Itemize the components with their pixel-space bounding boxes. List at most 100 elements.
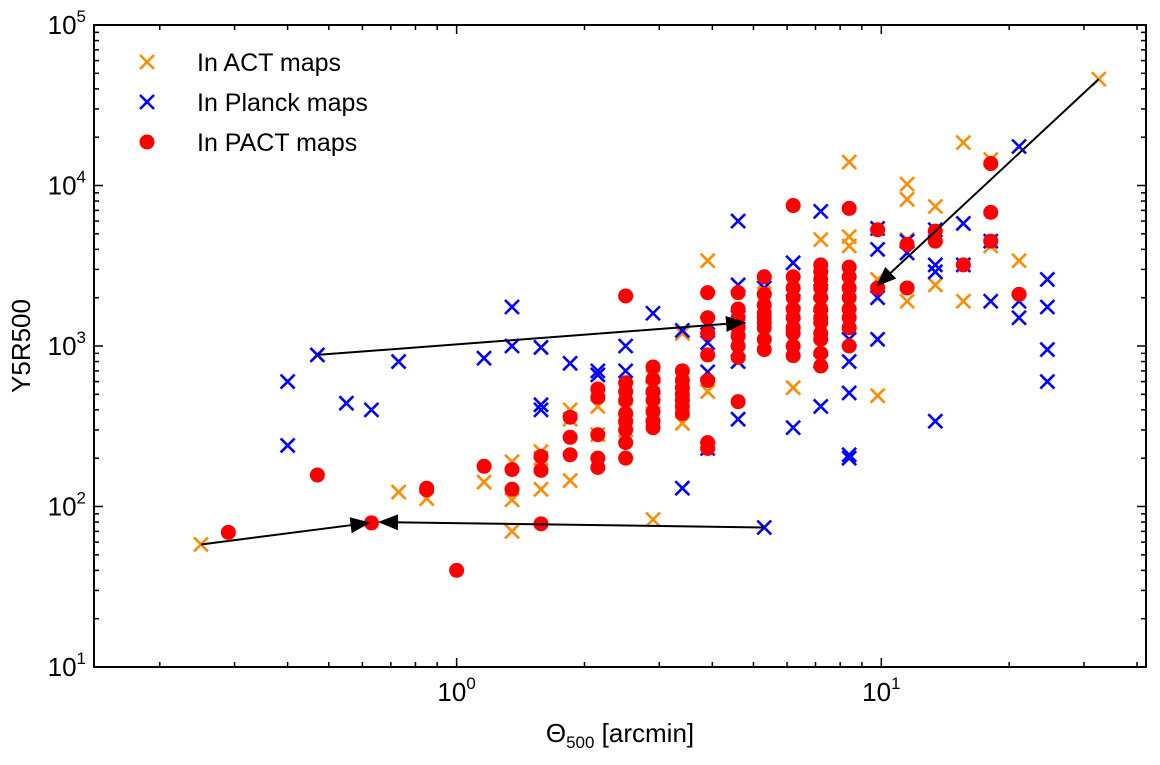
data-point-circle [700, 372, 716, 388]
data-point-x [363, 401, 380, 418]
y-tick-label: 104 [48, 168, 86, 201]
data-point-x [699, 383, 716, 400]
data-point-circle [955, 257, 971, 273]
data-point-circle [618, 450, 634, 466]
data-point-x [841, 385, 858, 401]
data-point-circle [618, 375, 634, 391]
data-point-x [927, 257, 944, 273]
data-point-circle [899, 280, 915, 296]
data-point-x [617, 362, 634, 379]
data-point-x [730, 411, 747, 428]
data-point-x [674, 480, 691, 497]
data-point-circle [590, 381, 606, 397]
data-point-circle [618, 288, 634, 304]
data-point-x [869, 241, 886, 258]
data-point-x [562, 355, 579, 372]
y-tick-label: 102 [48, 489, 86, 522]
tick-exponent: 1 [77, 649, 86, 668]
data-point-circle [700, 435, 716, 451]
data-point-x [390, 484, 407, 500]
tick-exponent: 2 [77, 489, 86, 508]
legend-marker-x [139, 94, 155, 110]
data-point-x [812, 398, 829, 415]
data-point-x [841, 446, 858, 463]
data-point-circle [476, 458, 492, 474]
data-point-x [589, 362, 606, 379]
data-point-x [927, 198, 944, 215]
data-point-x [476, 474, 492, 490]
data-point-circle [785, 269, 801, 285]
data-point-x [869, 387, 886, 404]
data-point-x [899, 191, 916, 208]
data-point-x [533, 481, 549, 498]
data-point-circle [618, 435, 634, 451]
tick-base: 10 [48, 10, 77, 40]
data-point-circle [899, 236, 915, 252]
legend-label: In ACT maps [197, 49, 341, 77]
tick-exponent: 5 [77, 7, 86, 26]
annotation-arrow [876, 78, 1100, 287]
tick-base: 10 [48, 652, 77, 682]
data-point-x [812, 203, 829, 220]
data-point-circle [618, 405, 634, 421]
data-point-x [1011, 309, 1027, 326]
tick-exponent: 4 [77, 168, 86, 187]
x-tick-label: 100 [437, 674, 475, 707]
data-point-circle [785, 280, 801, 296]
y-tick-label: 105 [48, 7, 86, 40]
x-axis-label: Θ500 [arcmin] [546, 718, 694, 752]
data-point-x [533, 401, 549, 418]
data-point-circle [756, 286, 772, 302]
legend-item: In ACT maps [139, 49, 341, 77]
data-point-circle [730, 285, 746, 301]
data-point-circle [785, 198, 801, 214]
legend: In ACT maps In Planck maps In PACT maps [139, 49, 368, 157]
data-point-x [504, 299, 520, 315]
tick-exponent: 1 [891, 674, 900, 693]
data-point-circle [785, 338, 801, 354]
data-point-circle [841, 200, 857, 216]
data-point-circle [983, 156, 999, 172]
data-point-circle [590, 427, 606, 443]
data-point-circle [700, 285, 716, 301]
data-point-circle [700, 325, 716, 341]
data-point-circle [700, 310, 716, 326]
data-point-circle [562, 447, 578, 463]
data-point-circle [730, 394, 746, 410]
data-point-x [869, 331, 886, 348]
y-tick-label: 101 [48, 649, 86, 682]
annotation-arrow [200, 517, 371, 546]
data-point-x [1039, 373, 1056, 390]
data-point-x [927, 413, 944, 430]
data-point-x [476, 350, 492, 367]
data-point-circle [504, 462, 520, 478]
data-point-x [338, 395, 355, 412]
data-point-circle [700, 347, 716, 363]
annotation-arrows [200, 78, 1100, 546]
x-tick-label: 101 [862, 674, 900, 707]
data-point-x [841, 228, 858, 245]
data-point-circle [813, 358, 829, 374]
data-point-circle [813, 301, 829, 317]
data-point-x [982, 293, 999, 310]
data-point-x [533, 339, 549, 356]
data-point-x [955, 293, 972, 310]
data-point-circle [730, 349, 746, 365]
data-point-circle [419, 480, 435, 496]
data-point-circle [813, 345, 829, 361]
plot-frame [93, 24, 1147, 668]
data-point-circle [674, 363, 690, 379]
data-point-circle [533, 448, 549, 464]
legend-marker-circle [139, 134, 155, 150]
tick-base: 10 [48, 331, 77, 361]
data-point-x [841, 353, 858, 370]
data-point-circle [1011, 286, 1027, 302]
tick-base: 10 [862, 677, 891, 707]
data-point-circle [590, 450, 606, 466]
data-point-circle [730, 301, 746, 317]
legend-marker-x [139, 54, 155, 70]
data-point-circle [870, 280, 886, 296]
legend-item: In PACT maps [139, 129, 357, 157]
